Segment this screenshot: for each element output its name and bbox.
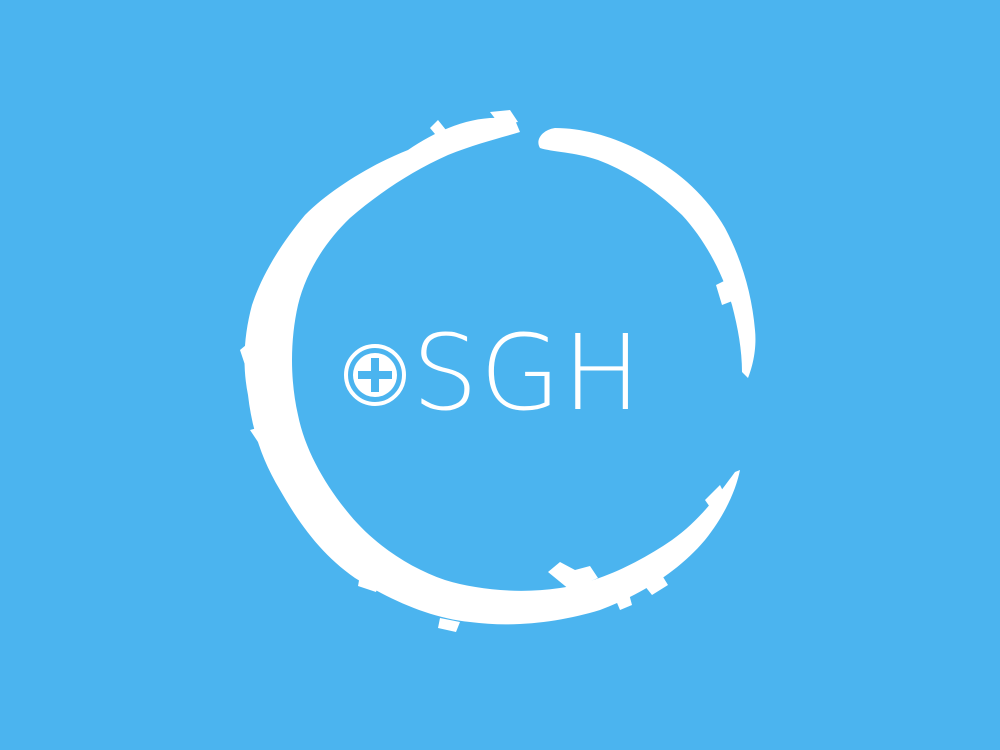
brand-name: SGH	[412, 312, 643, 434]
wordmark: SGH	[342, 318, 643, 428]
circled-plus-icon	[344, 344, 406, 406]
